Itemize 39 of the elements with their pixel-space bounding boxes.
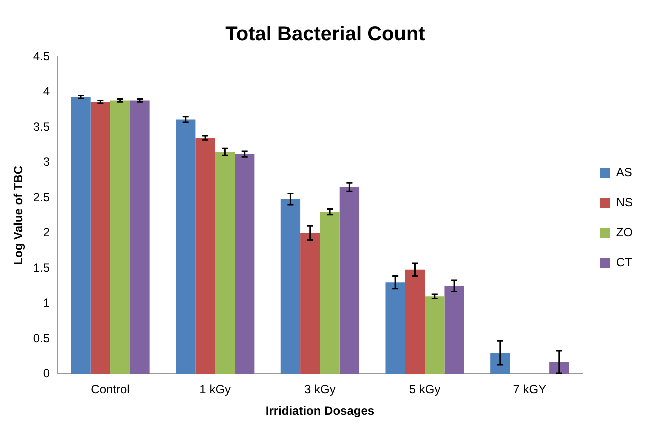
x-tick-label: 3 kGy bbox=[304, 382, 336, 397]
y-tick-label: 1.5 bbox=[33, 260, 50, 275]
bar bbox=[300, 233, 320, 374]
bar bbox=[425, 296, 445, 374]
y-tick-label: 4.5 bbox=[33, 49, 50, 64]
bar bbox=[176, 120, 196, 374]
bar bbox=[386, 282, 406, 374]
bar bbox=[340, 187, 360, 374]
bar bbox=[215, 152, 236, 374]
bar bbox=[490, 353, 510, 374]
bar bbox=[280, 199, 301, 374]
bar bbox=[235, 154, 255, 374]
y-axis-title: Log Value of TBC bbox=[12, 166, 26, 266]
x-tick-label: 1 kGy bbox=[200, 382, 232, 397]
y-tick-label: 4 bbox=[43, 84, 50, 99]
legend-label: NS bbox=[616, 195, 633, 210]
bar bbox=[110, 100, 130, 374]
x-tick-label: 5 kGy bbox=[409, 382, 441, 397]
y-tick-label: 0.5 bbox=[33, 331, 50, 346]
y-tick-label: 3 bbox=[43, 155, 50, 170]
bar bbox=[320, 212, 340, 374]
bar bbox=[90, 102, 111, 374]
chart-title: Total Bacterial Count bbox=[226, 24, 426, 46]
y-tick-label: 2 bbox=[43, 226, 50, 240]
bar bbox=[130, 100, 150, 374]
legend-label: AS bbox=[616, 165, 632, 180]
bar bbox=[444, 286, 464, 374]
x-axis-title: Irridiation Dosages bbox=[266, 404, 375, 418]
bar bbox=[196, 138, 216, 374]
bar bbox=[71, 97, 91, 374]
legend-label: ZO bbox=[616, 225, 633, 240]
y-tick-label: 0 bbox=[43, 366, 50, 381]
y-tick-label: 3.5 bbox=[33, 120, 50, 134]
y-tick-label: 2.5 bbox=[33, 190, 50, 204]
x-tick-label: Control bbox=[91, 382, 130, 397]
x-tick-label: 7 kGY bbox=[513, 382, 547, 397]
bar bbox=[405, 270, 426, 374]
y-tick-label: 1 bbox=[43, 296, 50, 310]
legend-label: CT bbox=[616, 255, 633, 270]
